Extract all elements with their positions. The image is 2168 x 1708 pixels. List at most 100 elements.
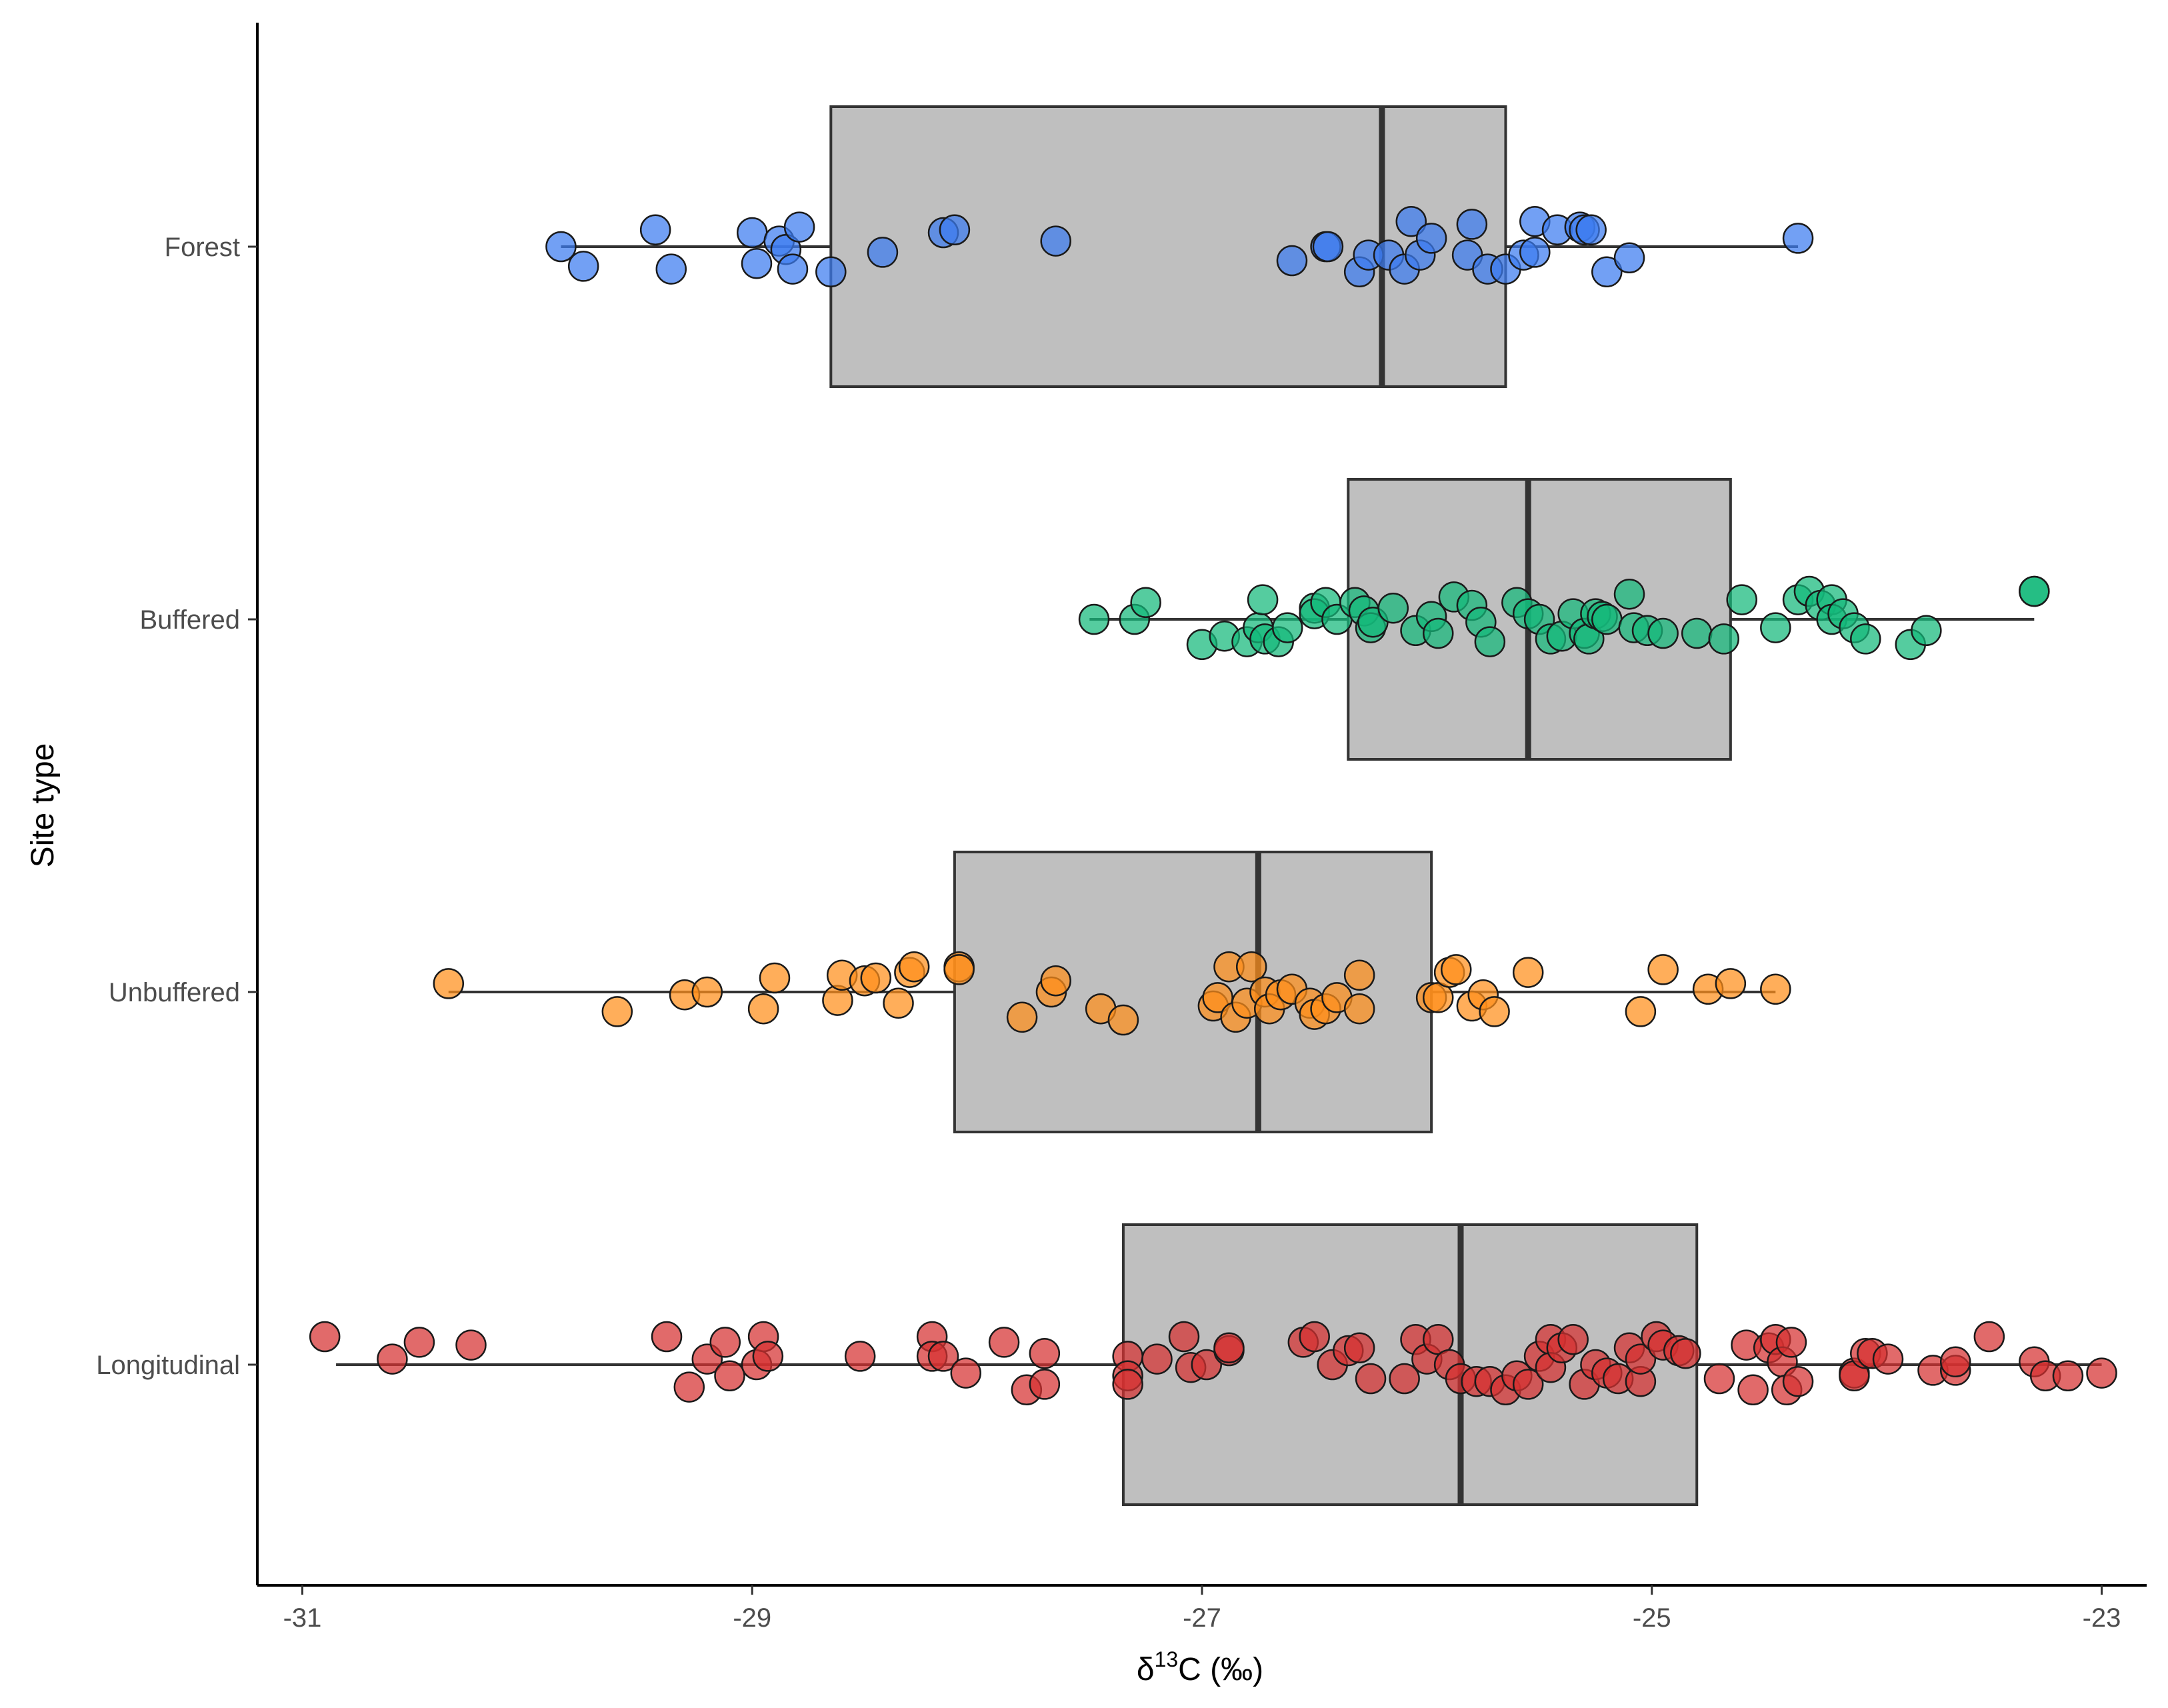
- x-axis-title: δ13C (‰): [1137, 1647, 1263, 1687]
- data-point-buffered: [1726, 584, 1757, 615]
- data-point-forest: [1312, 231, 1344, 263]
- data-point-longitudinal: [988, 1327, 1020, 1358]
- y-tick-label-forest: Forest: [165, 233, 240, 262]
- data-point-longitudinal: [844, 1341, 876, 1372]
- x-tick-label: -29: [733, 1603, 771, 1633]
- data-point-longitudinal: [1872, 1343, 1904, 1375]
- data-point-forest: [1395, 205, 1427, 237]
- data-point-buffered: [1850, 623, 1881, 655]
- data-point-longitudinal: [1737, 1374, 1769, 1406]
- data-point-buffered: [2019, 575, 2050, 607]
- data-point-unbuffered: [1512, 957, 1544, 988]
- data-point-longitudinal: [1029, 1337, 1061, 1369]
- data-point-longitudinal: [1973, 1321, 2005, 1353]
- data-point-unbuffered: [822, 985, 853, 1016]
- data-point-longitudinal: [2086, 1357, 2117, 1389]
- data-point-buffered: [1377, 592, 1409, 624]
- data-point-longitudinal: [1191, 1349, 1222, 1381]
- data-point-unbuffered: [1006, 1001, 1038, 1033]
- data-point-longitudinal: [1389, 1363, 1420, 1395]
- data-point-unbuffered: [898, 951, 930, 983]
- y-ticks: Forest Buffered Unbuffered Longitudinal: [96, 233, 257, 1380]
- data-point-longitudinal: [1557, 1323, 1589, 1355]
- data-point-unbuffered: [860, 962, 892, 994]
- data-point-longitudinal: [714, 1360, 745, 1392]
- data-point-unbuffered: [601, 996, 633, 1027]
- data-point-buffered: [1130, 587, 1161, 619]
- data-point-longitudinal: [1775, 1327, 1807, 1358]
- x-tick-label: -23: [2083, 1603, 2121, 1633]
- y-tick-label-longitudinal: Longitudinal: [96, 1351, 240, 1380]
- data-point-forest: [1613, 242, 1645, 274]
- data-point-buffered: [1681, 617, 1713, 649]
- data-point-longitudinal: [673, 1371, 705, 1403]
- data-point-longitudinal: [309, 1321, 341, 1353]
- data-point-forest: [1519, 237, 1551, 268]
- data-point-unbuffered: [691, 976, 723, 1008]
- data-point-forest: [783, 211, 815, 243]
- data-point-longitudinal: [1512, 1369, 1544, 1400]
- data-point-buffered: [1423, 617, 1454, 649]
- data-point-unbuffered: [1440, 954, 1472, 985]
- data-point-buffered: [1474, 626, 1506, 657]
- data-point-unbuffered: [1343, 993, 1375, 1025]
- data-point-buffered: [1760, 612, 1791, 643]
- data-point-longitudinal: [1782, 1365, 1814, 1397]
- data-point-forest: [939, 214, 971, 246]
- data-point-longitudinal: [927, 1341, 959, 1372]
- data-point-longitudinal: [1213, 1332, 1245, 1364]
- data-point-forest: [567, 251, 599, 282]
- data-point-longitudinal: [1112, 1369, 1143, 1400]
- data-point-longitudinal: [377, 1343, 408, 1375]
- data-point-longitudinal: [1299, 1321, 1330, 1353]
- data-point-buffered: [1647, 617, 1679, 649]
- data-point-forest: [1456, 209, 1488, 240]
- data-point-forest: [1040, 225, 1071, 257]
- data-point-unbuffered: [1040, 965, 1071, 997]
- data-point-longitudinal: [709, 1327, 741, 1358]
- data-point-longitudinal: [455, 1329, 487, 1361]
- x-tick-label: -31: [283, 1603, 322, 1633]
- data-point-forest: [1276, 245, 1308, 277]
- data-point-longitudinal: [1029, 1369, 1061, 1400]
- data-point-longitudinal: [1703, 1363, 1735, 1395]
- data-point-longitudinal: [1343, 1332, 1375, 1364]
- data-point-forest: [741, 247, 773, 279]
- data-point-longitudinal: [1141, 1343, 1173, 1375]
- y-tick-label-buffered: Buffered: [140, 605, 241, 635]
- data-point-unbuffered: [883, 987, 914, 1019]
- data-point-unbuffered: [943, 954, 975, 985]
- x-tick-label: -27: [1183, 1603, 1221, 1633]
- data-point-buffered: [1271, 612, 1303, 643]
- data-point-forest: [867, 237, 899, 268]
- data-point-forest: [736, 217, 768, 249]
- data-point-longitudinal: [1625, 1343, 1657, 1375]
- data-point-forest: [1575, 214, 1607, 246]
- data-point-longitudinal: [403, 1327, 435, 1358]
- data-point-buffered: [1078, 603, 1110, 635]
- data-point-unbuffered: [1107, 1004, 1139, 1036]
- data-point-forest: [655, 253, 687, 285]
- data-point-unbuffered: [433, 968, 465, 999]
- y-tick-label-unbuffered: Unbuffered: [109, 978, 240, 1007]
- data-point-unbuffered: [1647, 954, 1679, 985]
- data-point-buffered: [1911, 615, 1942, 647]
- points-layer: [309, 205, 2117, 1406]
- data-point-longitudinal: [651, 1321, 683, 1353]
- data-point-forest: [1782, 223, 1814, 254]
- data-point-unbuffered: [1479, 996, 1510, 1027]
- data-point-forest: [639, 214, 671, 246]
- data-point-forest: [1591, 256, 1623, 288]
- data-point-longitudinal: [950, 1357, 981, 1389]
- y-axis-title: Site type: [25, 743, 61, 868]
- box-unbuffered: [953, 851, 1433, 1133]
- data-point-buffered: [1247, 584, 1279, 615]
- data-point-unbuffered: [759, 962, 791, 994]
- data-point-forest: [1415, 223, 1447, 254]
- data-point-forest: [777, 253, 809, 285]
- data-point-unbuffered: [1343, 959, 1375, 991]
- data-point-longitudinal: [2052, 1360, 2084, 1392]
- data-point-forest: [545, 231, 577, 263]
- data-point-forest: [815, 256, 847, 288]
